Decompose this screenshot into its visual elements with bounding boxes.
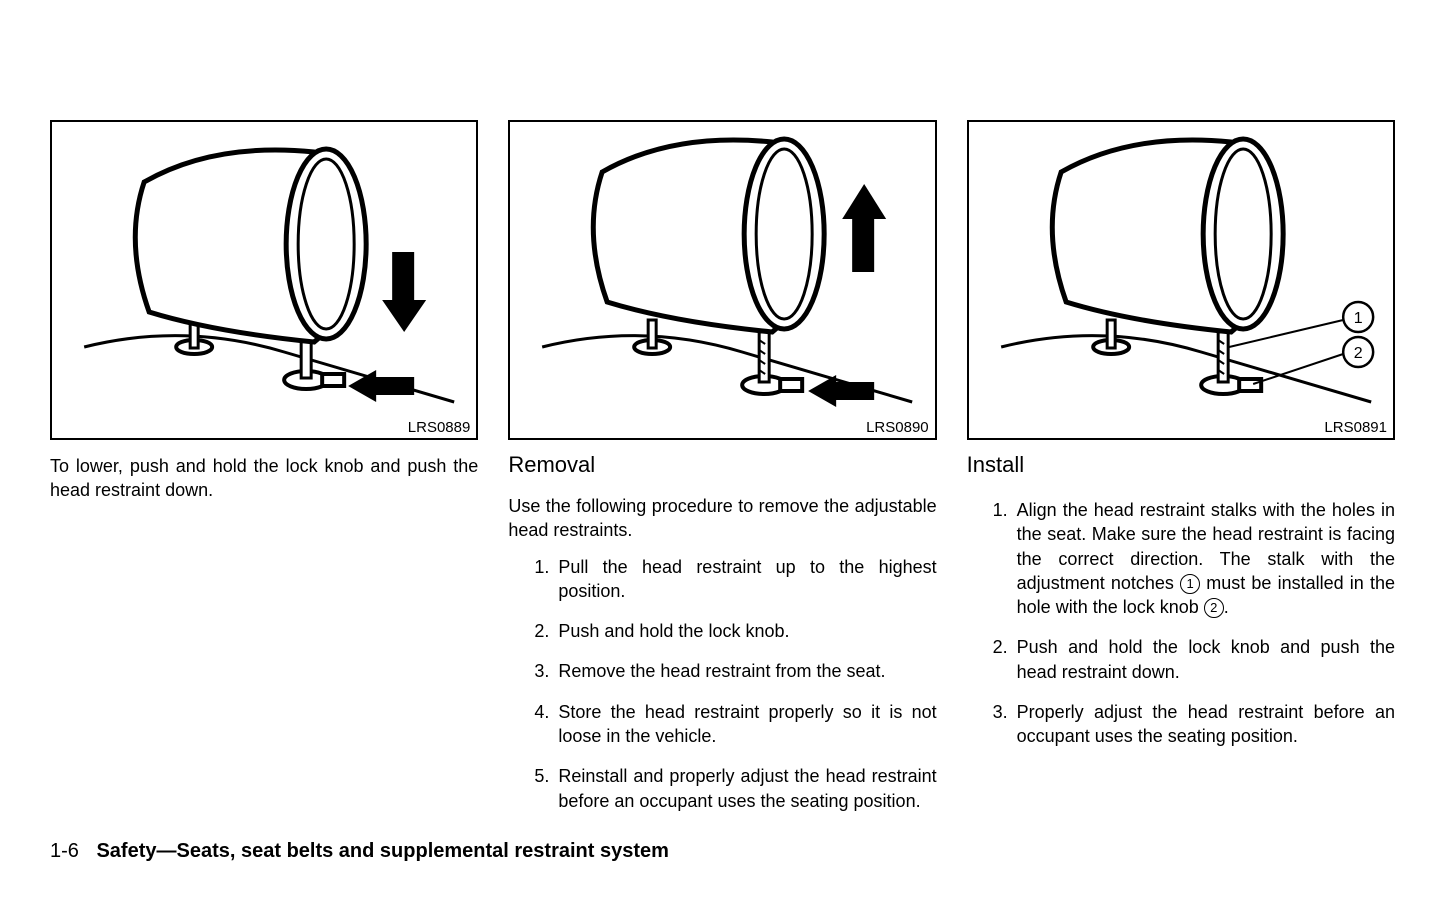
removal-steps: Pull the head restraint up to the highes…	[508, 555, 936, 829]
figure-lower: LRS0889	[50, 120, 478, 440]
removal-heading: Removal	[508, 452, 936, 478]
lower-caption: To lower, push and hold the lock knob an…	[50, 454, 478, 503]
removal-step-5: Reinstall and properly adjust the head r…	[554, 764, 936, 813]
column-1: LRS0889 To lower, push and hold the lock…	[50, 120, 478, 829]
circled-2: 2	[1204, 598, 1224, 618]
figure-id-2: LRS0890	[866, 419, 929, 436]
removal-step-2: Push and hold the lock knob.	[554, 619, 936, 643]
removal-step-1: Pull the head restraint up to the highes…	[554, 555, 936, 604]
removal-step-4: Store the head restraint properly so it …	[554, 700, 936, 749]
removal-step-3: Remove the head restraint from the seat.	[554, 659, 936, 683]
figure-id-1: LRS0889	[408, 419, 471, 436]
install-step-2: Push and hold the lock knob and push the…	[1013, 635, 1395, 684]
columns-container: LRS0889 To lower, push and hold the lock…	[0, 0, 1445, 829]
install-step-3: Properly adjust the head restraint befor…	[1013, 700, 1395, 749]
section-title: Safety—Seats, seat belts and supplementa…	[96, 840, 668, 862]
headrest-install-diagram: 1 2	[969, 122, 1393, 438]
removal-intro: Use the following procedure to remove th…	[508, 494, 936, 543]
circled-1: 1	[1180, 574, 1200, 594]
install-steps: Align the head restraint stalks with the…	[967, 498, 1395, 765]
callout-2-label: 2	[1353, 345, 1362, 362]
page-number: 1-6	[50, 840, 79, 862]
page-footer: 1-6 Safety—Seats, seat belts and supplem…	[50, 840, 669, 863]
headrest-removal-diagram	[510, 122, 934, 438]
headrest-lower-diagram	[52, 122, 476, 438]
install-step-1: Align the head restraint stalks with the…	[1013, 498, 1395, 619]
figure-removal: LRS0890	[508, 120, 936, 440]
install-step-1c: .	[1224, 597, 1229, 617]
callout-1-label: 1	[1353, 310, 1362, 327]
column-3: 1 2 LRS0891 Install Align the head restr…	[967, 120, 1395, 829]
figure-id-3: LRS0891	[1324, 419, 1387, 436]
column-2: LRS0890 Removal Use the following proced…	[508, 120, 936, 829]
install-heading: Install	[967, 452, 1395, 478]
manual-page: LRS0889 To lower, push and hold the lock…	[0, 0, 1445, 918]
figure-install: 1 2 LRS0891	[967, 120, 1395, 440]
